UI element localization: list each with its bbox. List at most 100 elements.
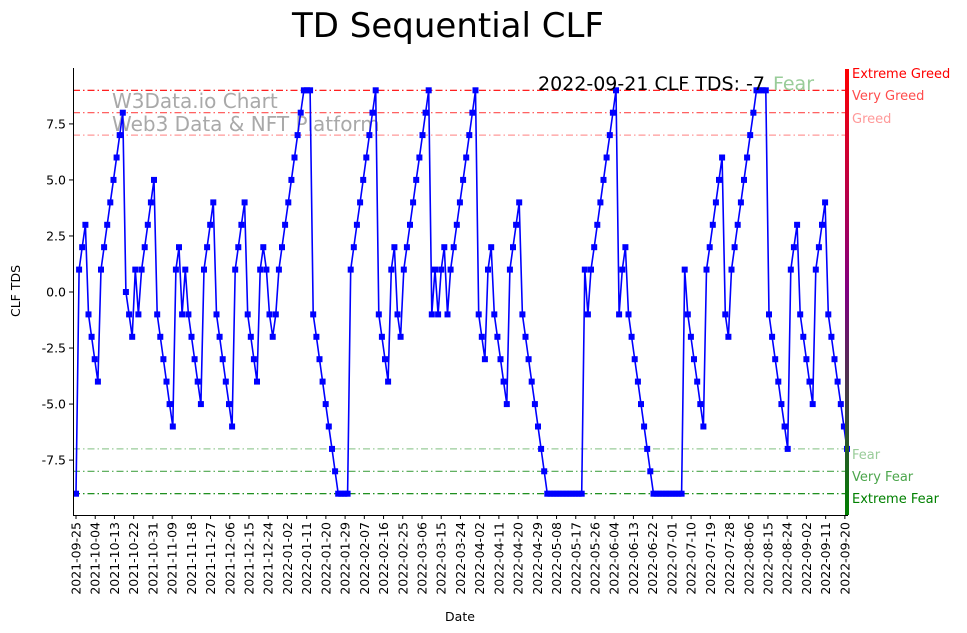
data-point-222 [766, 311, 772, 318]
x-tick-label-39: 2022-09-11 [818, 522, 833, 595]
data-point-191 [669, 490, 676, 497]
x-tick-label-14: 2022-01-29 [338, 522, 353, 595]
data-point-189 [663, 490, 669, 497]
data-point-80 [322, 401, 329, 408]
x-tick-label-16: 2022-02-16 [376, 522, 391, 595]
x-tick-label-38: 2022-09-02 [799, 522, 814, 595]
data-point-113 [425, 87, 432, 94]
x-tick-label-10: 2021-12-24 [261, 522, 276, 595]
data-point-109 [413, 176, 420, 183]
data-point-69 [288, 176, 295, 183]
data-point-92 [360, 176, 367, 183]
data-point-136 [497, 356, 504, 363]
x-ticks: 2021-09-25 2021-10-04 2021-10-13 2021-10-22… [69, 515, 852, 595]
data-point-74 [304, 87, 310, 94]
data-point-110 [416, 154, 423, 161]
data-point-229 [787, 266, 794, 273]
data-point-174 [616, 311, 623, 318]
x-tick-label-33: 2022-07-19 [703, 522, 718, 595]
data-point-236 [809, 401, 816, 408]
zone-label-3: Fear [852, 448, 881, 463]
x-tick-label-9: 2021-12-15 [241, 522, 256, 595]
data-point-157 [563, 490, 570, 497]
data-point-73 [300, 87, 307, 94]
data-point-142 [516, 199, 523, 206]
data-point-159 [569, 490, 576, 497]
data-point-84 [335, 490, 342, 497]
data-point-195 [681, 266, 688, 273]
zone-label-5: Extreme Fear [852, 492, 940, 507]
data-point-205 [712, 199, 719, 206]
data-point-99 [382, 356, 388, 363]
data-point-183 [644, 445, 651, 452]
watermark: W3Data.io Chart Web3 Data & NFT Platform [112, 89, 380, 136]
y-tick-label-2: -2.5 [42, 341, 66, 356]
data-point-5 [88, 333, 95, 340]
data-point-102 [391, 244, 398, 251]
data-point-45 [213, 311, 220, 318]
data-point-154 [553, 490, 560, 497]
data-point-121 [450, 244, 457, 251]
data-point-60 [260, 244, 267, 251]
data-point-187 [656, 490, 663, 497]
data-point-1 [76, 266, 83, 273]
data-point-190 [666, 490, 673, 497]
data-point-163 [581, 266, 588, 273]
zone-label-0: Extreme Greed [852, 67, 950, 82]
data-point-167 [594, 221, 601, 228]
data-point-72 [297, 109, 304, 116]
data-point-175 [619, 266, 626, 273]
data-point-33 [176, 244, 182, 251]
data-point-100 [385, 378, 392, 385]
x-tick-label-0: 2021-09-25 [69, 522, 84, 595]
data-point-87 [344, 490, 351, 497]
data-point-103 [394, 311, 401, 318]
x-tick-label-29: 2022-06-13 [626, 522, 641, 595]
data-point-66 [279, 244, 285, 251]
data-point-21 [138, 266, 145, 273]
data-point-132 [485, 266, 491, 273]
x-tick-label-28: 2022-06-04 [607, 522, 622, 595]
data-point-196 [684, 311, 691, 318]
x-tick-label-37: 2022-08-24 [780, 522, 795, 595]
data-point-77 [313, 333, 320, 340]
data-point-137 [500, 378, 507, 385]
data-point-171 [606, 132, 613, 139]
x-tick-label-40: 2022-09-20 [837, 522, 852, 595]
data-point-114 [428, 311, 435, 318]
data-point-203 [706, 244, 713, 251]
data-point-147 [531, 401, 538, 408]
x-tick-label-20: 2022-03-24 [453, 522, 468, 595]
data-point-105 [400, 266, 407, 273]
data-point-126 [466, 132, 473, 139]
data-point-75 [307, 87, 314, 94]
x-tick-label-22: 2022-04-11 [491, 522, 506, 595]
data-point-237 [812, 266, 819, 273]
zone-label-4: Very Fear [852, 470, 914, 485]
data-point-138 [503, 401, 510, 408]
data-point-101 [388, 266, 395, 273]
data-point-62 [266, 311, 273, 318]
data-point-24 [147, 199, 154, 206]
x-tick-label-1: 2021-10-04 [88, 522, 103, 595]
data-point-241 [825, 311, 832, 318]
data-point-160 [572, 490, 579, 497]
latest-annotation-text: 2022-09-21 CLF TDS: -7 [538, 73, 765, 95]
data-point-208 [722, 311, 729, 318]
data-point-188 [659, 490, 666, 497]
data-point-64 [272, 311, 279, 318]
x-tick-label-6: 2021-11-18 [184, 522, 199, 595]
data-point-23 [144, 221, 151, 228]
data-point-13 [113, 154, 120, 161]
data-point-15 [119, 109, 126, 116]
data-point-120 [447, 266, 454, 273]
data-point-219 [756, 87, 763, 94]
data-point-169 [600, 176, 607, 183]
x-tick-label-18: 2022-03-06 [414, 522, 429, 595]
data-point-212 [734, 221, 741, 228]
data-point-35 [182, 266, 189, 273]
data-point-210 [728, 266, 735, 273]
x-tick-label-17: 2022-02-25 [395, 522, 410, 595]
data-point-173 [613, 87, 619, 94]
data-point-206 [716, 176, 722, 183]
